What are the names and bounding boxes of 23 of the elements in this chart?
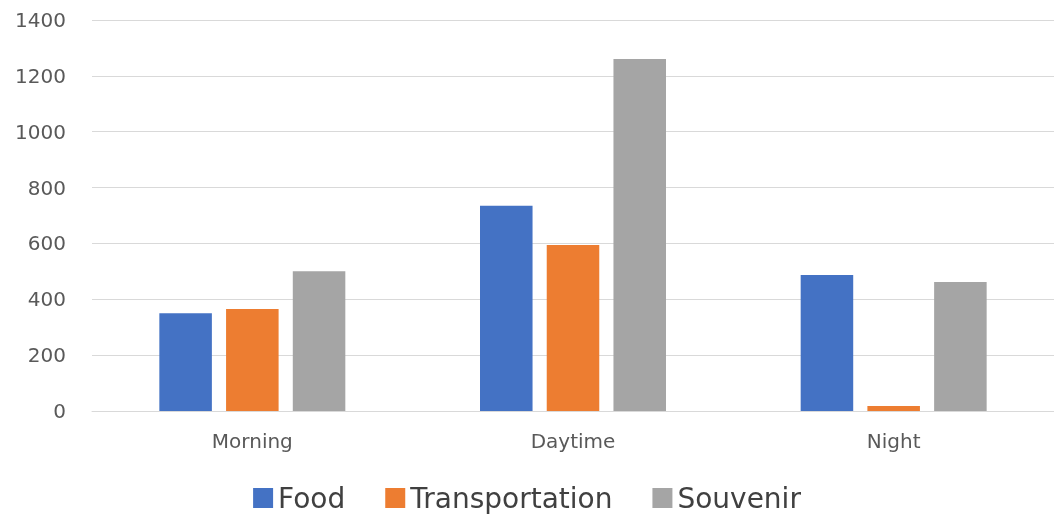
bar [480,205,533,411]
x-tick-label: Night [866,429,921,453]
bar [546,245,600,411]
y-tick-label: 0 [53,399,66,423]
x-tick-label: Daytime [530,429,616,453]
bar [867,405,920,411]
y-tick-label: 200 [27,343,66,368]
bar [226,309,279,411]
legend-label: Souvenir [677,481,802,515]
bar [613,59,666,411]
y-tick-label: 600 [27,231,66,256]
bar [159,313,212,411]
legend-label: Transportation [409,481,613,515]
bar [934,281,987,411]
bar [800,274,854,411]
y-tick-label: 1400 [15,8,66,32]
x-tick-label: Morning [211,429,293,453]
y-tick-label: 400 [27,287,66,312]
bar [292,271,346,411]
y-tick-label: 1200 [15,63,66,88]
y-tick-label: 800 [27,175,66,200]
y-tick-label: 1000 [15,119,66,144]
legend-label: Food [278,481,346,515]
